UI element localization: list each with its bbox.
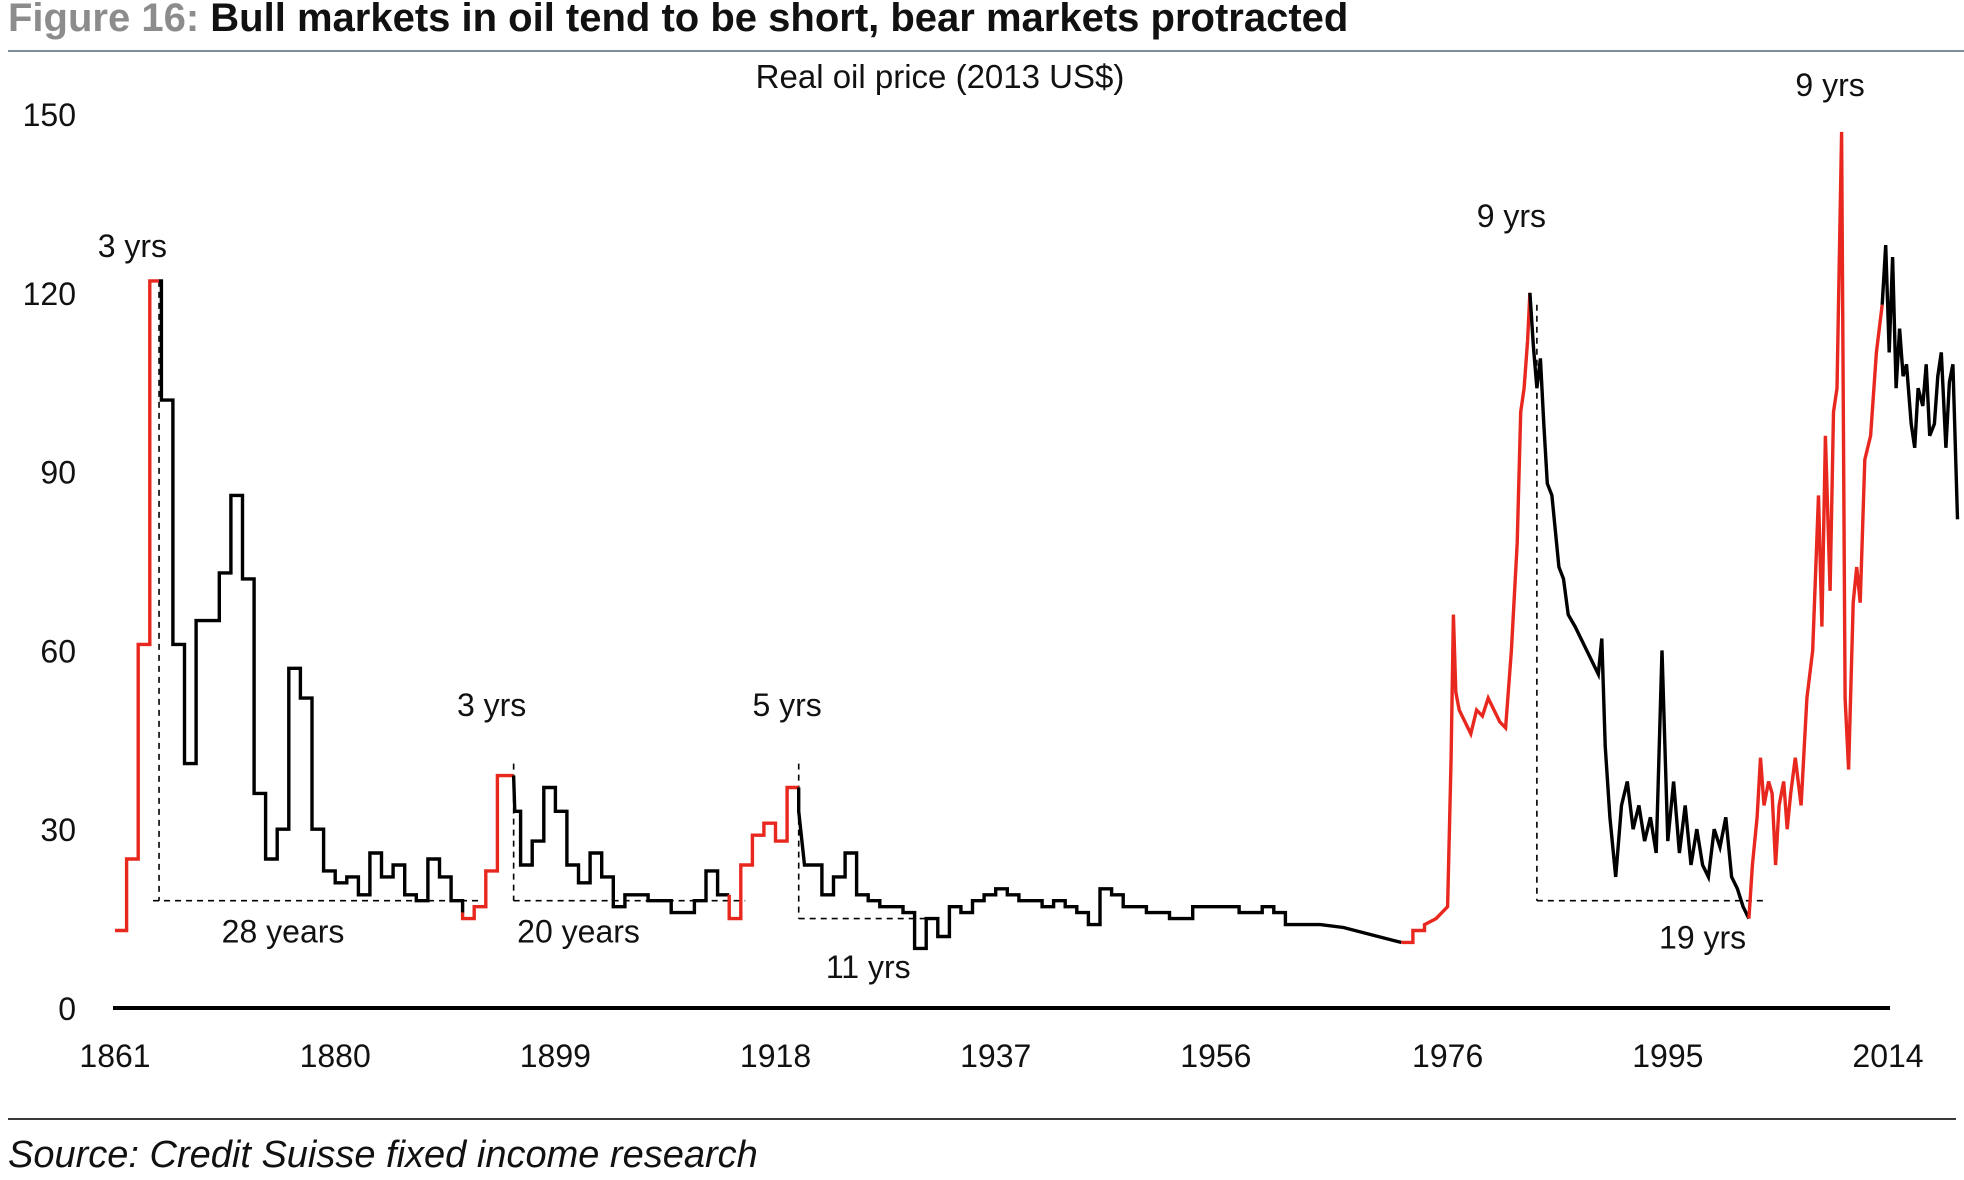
bear-market-segment-6: [797, 787, 1402, 951]
x-tick-label: 1956: [1180, 1038, 1251, 1074]
annotations: 3 yrs 28 years 3 yrs 20 years 5 yrs 11 yrs 9 y…: [98, 67, 1865, 985]
figure-header: Figure 16: Bull markets in oil tend to b…: [8, 0, 1964, 52]
x-tick-label: 1861: [79, 1038, 150, 1074]
bull-market-segment-9: [1747, 131, 1884, 919]
annotation-label: 19 yrs: [1659, 919, 1746, 955]
y-tick-label: 0: [58, 991, 76, 1027]
bear-market-segment-8: [1528, 292, 1751, 920]
annotation-label: 3 yrs: [457, 687, 526, 723]
oil-price-chart: Real oil price (2013 US$) 0 30 60 90 120 150 1…: [23, 58, 1960, 1074]
y-tick-label: 60: [40, 633, 76, 669]
annotation-label: 28 years: [222, 913, 345, 949]
title-rule: [8, 50, 1964, 52]
x-tick-label: 2014: [1852, 1038, 1923, 1074]
figure-label: Figure 16:: [8, 0, 200, 40]
x-tick-label: 1899: [520, 1038, 591, 1074]
bear-market-segment-2: [159, 279, 465, 913]
annotation-label: 11 yrs: [826, 949, 911, 985]
y-tick-label: 30: [40, 812, 76, 848]
source-note: Source: Credit Suisse fixed income resea…: [8, 1134, 758, 1176]
x-tick-label: 1995: [1632, 1038, 1703, 1074]
x-tick-label: 1937: [960, 1038, 1031, 1074]
figure-title-text: Bull markets in oil tend to be short, be…: [210, 0, 1349, 40]
bull-market-segment-1: [115, 279, 159, 933]
bottom-rule: [8, 1118, 1956, 1120]
bull-market-segment-7: [1401, 292, 1532, 945]
x-tick-label: 1880: [300, 1038, 371, 1074]
bear-market-segment-4: [511, 775, 730, 915]
annotation-label: 9 yrs: [1795, 67, 1864, 103]
axes: 0 30 60 90 120 150 1861 1880 1899 1918 1937 1956 197…: [23, 97, 1924, 1074]
y-tick-label: 150: [23, 97, 76, 133]
annotation-label: 9 yrs: [1477, 198, 1546, 234]
annotation-label: 20 years: [517, 913, 640, 949]
x-tick-label: 1918: [740, 1038, 811, 1074]
y-tick-label: 90: [40, 455, 76, 491]
bull-market-segment-5: [727, 785, 799, 921]
x-tick-label: 1976: [1412, 1038, 1483, 1074]
bear-market-segment-10: [1880, 245, 1960, 520]
bull-market-segment-3: [460, 773, 514, 921]
annotation-label: 5 yrs: [752, 687, 821, 723]
bear-market-reference-lines: [153, 280, 1765, 920]
annotation-label: 3 yrs: [98, 228, 167, 264]
price-series: [115, 131, 1960, 951]
chart-subtitle: Real oil price (2013 US$): [756, 58, 1125, 95]
y-tick-label: 120: [23, 276, 76, 312]
figure-title: Figure 16: Bull markets in oil tend to b…: [8, 0, 1348, 41]
